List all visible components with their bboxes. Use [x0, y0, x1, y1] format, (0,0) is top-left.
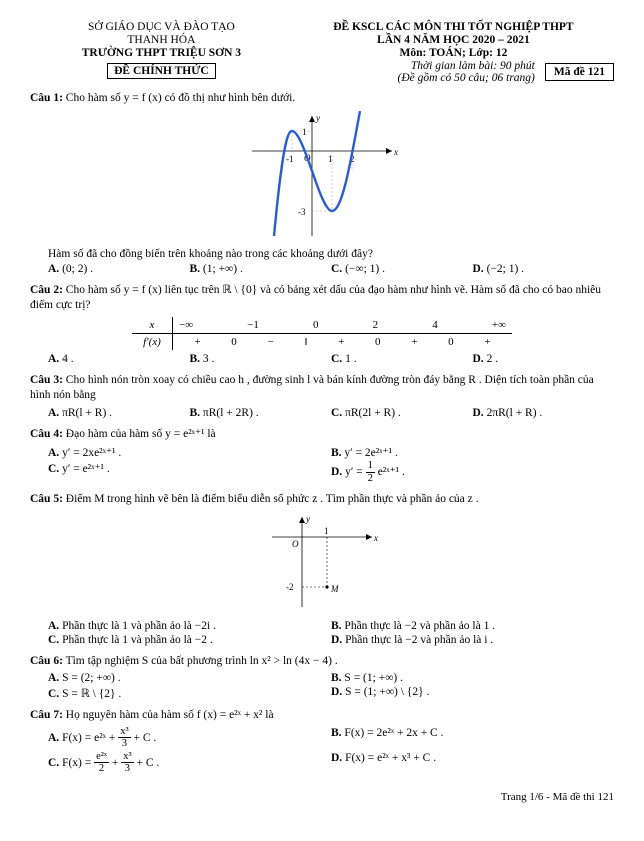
q4-options: A. y′ = 2xe²ˣ⁺¹ . B. y′ = 2e²ˣ⁺¹ . C. y′…	[48, 444, 614, 485]
q2-C: 1 .	[345, 353, 357, 365]
exam-title: ĐỀ KSCL CÁC MÔN THI TỐT NGHIỆP THPT	[293, 21, 614, 33]
header: SỞ GIÁO DỤC VÀ ĐÀO TẠO THANH HÓA TRƯỜNG …	[30, 20, 614, 84]
q4-A: y′ = 2xe²ˣ⁺¹ .	[62, 447, 121, 459]
q7-B: F(x) = 2e²ˣ + 2x + C .	[344, 727, 443, 739]
svg-text:-2: -2	[286, 582, 294, 592]
q4-D: y′ = 12 e²ˣ⁺¹ .	[345, 466, 405, 478]
page-note: (Đề gồm có 50 câu; 06 trang)	[398, 72, 535, 84]
q3-text: Cho hình nón tròn xoay có chiều cao h , …	[30, 374, 594, 402]
q3-label: Câu 3:	[30, 374, 63, 386]
q4-label: Câu 4:	[30, 428, 63, 440]
q1-B: (1; +∞) .	[203, 263, 243, 275]
question-5: Câu 5: Điểm M trong hình vẽ bên là điểm …	[30, 492, 614, 508]
exam-page: SỞ GIÁO DỤC VÀ ĐÀO TẠO THANH HÓA TRƯỜNG …	[0, 0, 644, 818]
timing: Thời gian làm bài: 90 phút	[398, 60, 535, 72]
q6-B: S = (1; +∞) .	[344, 672, 403, 684]
table-x-row: −∞ −1 0 2 4 +∞	[173, 317, 512, 333]
q4-C: y′ = e²ˣ⁺¹ .	[62, 463, 110, 475]
exam-code: Mã đề 121	[545, 63, 614, 81]
q5-D: Phần thực là −2 và phần ảo là i .	[345, 634, 493, 646]
q2-B: 3 .	[203, 353, 215, 365]
official-box: ĐỀ CHÍNH THỨC	[107, 63, 216, 79]
q5-A: Phần thực là 1 và phần ảo là −2i .	[62, 620, 216, 632]
q4-text: Đạo hàm của hàm số y = e²ˣ⁺¹ là	[66, 428, 216, 440]
question-6: Câu 6: Tìm tập nghiệm S của bất phương t…	[30, 654, 614, 670]
q3-A: πR(l + R) .	[62, 407, 112, 419]
question-7: Câu 7: Họ nguyên hàm của hàm số f (x) = …	[30, 708, 614, 724]
q5-options: A. Phần thực là 1 và phần ảo là −2i . B.…	[48, 619, 614, 647]
q6-C: S = ℝ \ {2} .	[62, 688, 121, 700]
table-x-header: x	[132, 317, 173, 333]
table-fprime-header: f′(x)	[132, 334, 173, 350]
q2-A: 4 .	[62, 353, 74, 365]
q5-B: Phần thực là −2 và phần ảo là 1 .	[344, 620, 495, 632]
q6-A: S = (2; +∞) .	[62, 672, 121, 684]
svg-text:1: 1	[324, 526, 329, 536]
q5-C: Phần thực là 1 và phần ảo là −2 .	[62, 634, 213, 646]
q7-text: Họ nguyên hàm của hàm số f (x) = e²ˣ + x…	[66, 709, 274, 721]
header-right: ĐỀ KSCL CÁC MÔN THI TỐT NGHIỆP THPT LẦN …	[293, 20, 614, 84]
svg-text:-1: -1	[286, 154, 294, 164]
q1-C: (−∞; 1) .	[345, 263, 385, 275]
q2-D: 2 .	[487, 353, 499, 365]
table-fprime-row: + 0 − ‖ + 0 + 0 +	[173, 334, 512, 350]
q2-options: A. 4 . B. 3 . C. 1 . D. 2 .	[48, 352, 614, 366]
province-line: THANH HÓA	[30, 34, 293, 46]
cubic-graph-svg: x y O -1 1 2 1 -3	[242, 111, 402, 241]
svg-text:x: x	[393, 147, 398, 157]
q6-label: Câu 6:	[30, 655, 63, 667]
q7-options: A. F(x) = e²ˣ + x³3 + C . B. F(x) = 2e²ˣ…	[48, 726, 614, 776]
q7-D: F(x) = e²ˣ + x³ + C .	[345, 752, 436, 764]
q3-C: πR(2l + R) .	[345, 407, 401, 419]
header-left: SỞ GIÁO DỤC VÀ ĐÀO TẠO THANH HÓA TRƯỜNG …	[30, 20, 293, 84]
q6-text: Tìm tập nghiệm S của bất phương trình ln…	[66, 655, 338, 667]
svg-text:x: x	[373, 533, 378, 543]
q3-options: A. πR(l + R) . B. πR(l + 2R) . C. πR(2l …	[48, 406, 614, 420]
subject-line: Môn: TOÁN; Lớp: 12	[293, 47, 614, 59]
q6-options: A. S = (2; +∞) . B. S = (1; +∞) . C. S =…	[48, 671, 614, 701]
q4-B: y′ = 2e²ˣ⁺¹ .	[344, 447, 397, 459]
q3-D: 2πR(l + R) .	[487, 407, 543, 419]
school-name: TRƯỜNG THPT TRIỆU SƠN 3	[30, 47, 293, 59]
q7-label: Câu 7:	[30, 709, 63, 721]
q3-B: πR(l + 2R) .	[203, 407, 259, 419]
q5-graph: x y O 1 -2 M	[30, 512, 614, 615]
q1-label: Câu 1:	[30, 92, 63, 104]
question-4: Câu 4: Đạo hàm của hàm số y = e²ˣ⁺¹ là	[30, 427, 614, 443]
q1-options: A. (0; 2) . B. (1; +∞) . C. (−∞; 1) . D.…	[48, 262, 614, 276]
q1-A: (0; 2) .	[62, 263, 93, 275]
dept-line: SỞ GIÁO DỤC VÀ ĐÀO TẠO	[30, 21, 293, 33]
q2-text: Cho hàm số y = f (x) liên tục trên ℝ \ {…	[30, 284, 601, 312]
svg-text:M: M	[330, 584, 339, 594]
svg-text:1: 1	[302, 127, 307, 137]
svg-text:y: y	[305, 514, 310, 524]
svg-text:y: y	[315, 113, 320, 123]
q1-graph: x y O -1 1 2 1 -3	[30, 111, 614, 244]
q2-label: Câu 2:	[30, 284, 63, 296]
svg-text:O: O	[292, 539, 299, 549]
q1-text: Cho hàm số y = f (x) có đồ thị như hình …	[66, 92, 295, 104]
q7-A: F(x) = e²ˣ + x³3 + C .	[62, 732, 156, 744]
page-footer: Trang 1/6 - Mã đề thi 121	[30, 791, 614, 803]
question-1: Câu 1: Cho hàm số y = f (x) có đồ thị nh…	[30, 91, 614, 107]
exam-round: LẦN 4 NĂM HỌC 2020 – 2021	[293, 34, 614, 46]
q5-label: Câu 5:	[30, 493, 63, 505]
q6-D: S = (1; +∞) \ {2} .	[345, 686, 429, 698]
q5-text: Điểm M trong hình vẽ bên là điểm biểu di…	[66, 493, 479, 505]
q1-text2: Hàm số đã cho đồng biến trên khoảng nào …	[48, 248, 614, 260]
svg-text:-3: -3	[298, 207, 306, 217]
argand-graph-svg: x y O 1 -2 M	[262, 512, 382, 612]
q1-D: (−2; 1) .	[487, 263, 524, 275]
q2-sign-table: x −∞ −1 0 2 4 +∞ f′(x) + 0 − ‖ + 0 + 0 +	[132, 317, 512, 350]
q7-C: F(x) = e²ˣ2 + x³3 + C .	[62, 757, 159, 769]
question-3: Câu 3: Cho hình nón tròn xoay có chiều c…	[30, 373, 614, 404]
question-2: Câu 2: Cho hàm số y = f (x) liên tục trê…	[30, 283, 614, 314]
